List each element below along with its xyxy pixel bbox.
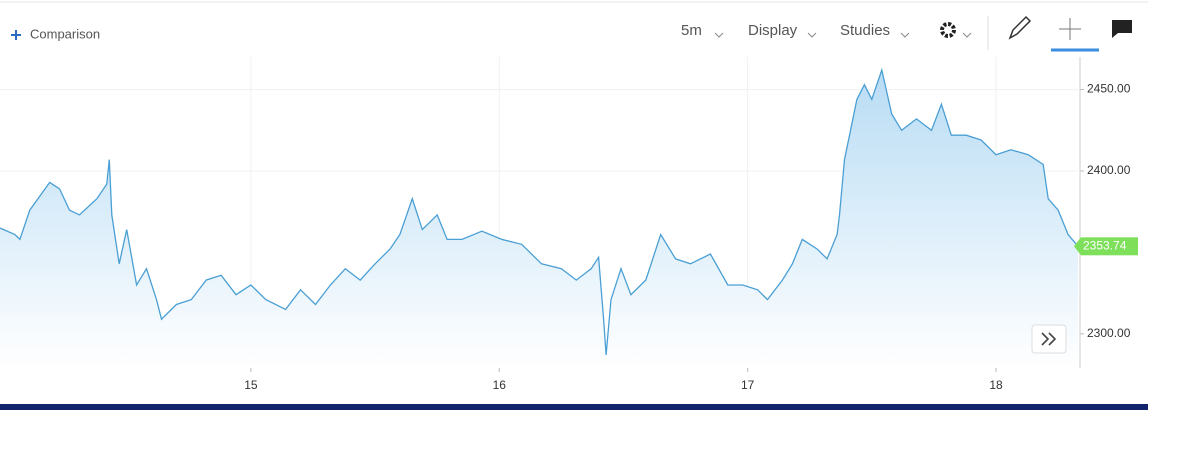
comment-button[interactable] <box>1112 20 1132 38</box>
studies-label: Studies <box>840 22 890 39</box>
price-tag-label: 2353.74 <box>1083 238 1127 252</box>
price-tag-arrow <box>1074 237 1081 256</box>
chevron <box>900 32 910 38</box>
chevron <box>714 32 724 38</box>
x-tick-label: 18 <box>989 378 1003 392</box>
scroll-icon <box>1041 332 1057 346</box>
draw-button[interactable] <box>1008 15 1032 40</box>
area-fill <box>0 70 1078 368</box>
x-tick-label: 17 <box>741 378 755 392</box>
comparison-label: Comparison <box>30 26 100 41</box>
crosshair-button[interactable] <box>1059 18 1081 40</box>
bottom-bar <box>0 404 1148 410</box>
studies-menu[interactable]: Studies <box>840 22 910 39</box>
gear-icon <box>940 22 956 38</box>
price-tag <box>1081 237 1138 256</box>
display-label: Display <box>748 22 798 39</box>
y-tick-label: 2450.00 <box>1087 82 1131 96</box>
display-menu[interactable]: Display <box>748 22 817 39</box>
plus-icon <box>11 30 21 40</box>
interval-menu[interactable]: 5m <box>681 22 724 39</box>
chevron <box>807 32 817 38</box>
x-tick-label: 16 <box>493 378 507 392</box>
price-line <box>0 67 1079 356</box>
x-tick-label: 15 <box>244 378 258 392</box>
interval-label: 5m <box>681 22 702 39</box>
comparison-button[interactable]: Comparison <box>11 26 100 41</box>
settings-button[interactable] <box>940 22 972 38</box>
scroll-button[interactable] <box>1031 324 1067 354</box>
y-tick-label: 2300.00 <box>1087 326 1131 340</box>
chevron <box>962 32 972 38</box>
plot-area: 2300.00 2400.00 2450.00 15 16 17 18 <box>0 57 1131 392</box>
y-tick-label: 2400.00 <box>1087 163 1131 177</box>
